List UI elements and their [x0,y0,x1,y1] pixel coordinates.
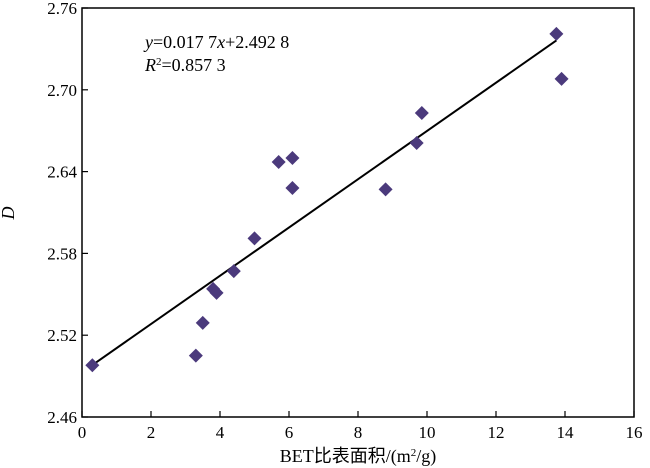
y-axis-title: D [0,207,18,221]
regression-line [91,39,557,366]
data-point [85,358,100,373]
data-point [414,105,429,120]
equation-label: y=0.017 7x+2.492 8 [143,32,289,52]
y-tick-label: 2.76 [47,0,77,18]
data-point [247,231,262,246]
x-axis-title: BET比表面积/(m2/g) [280,446,437,467]
data-point [378,182,393,197]
y-tick-labels: 2.46 2.52 2.58 2.64 2.70 2.76 [47,0,77,427]
x-tick-label: 14 [557,423,575,442]
x-tick-label: 12 [488,423,505,442]
y-tick-label: 2.58 [47,244,77,263]
data-point [271,155,286,170]
x-tick-label: 16 [626,423,643,442]
x-tick-label: 2 [147,423,156,442]
y-tick-label: 2.64 [47,163,77,182]
x-tick-label: 6 [285,423,294,442]
x-tick-label: 10 [419,423,436,442]
y-tick-label: 2.70 [47,81,77,100]
x-tick-labels: 0 2 4 6 8 10 12 14 16 [78,423,643,442]
data-point [188,348,203,363]
data-point [209,285,224,300]
data-point [554,71,569,86]
x-tick-label: 8 [354,423,363,442]
data-point [409,135,424,150]
data-points [85,26,569,373]
data-point [285,150,300,165]
data-point [285,180,300,195]
x-tick-label: 4 [216,423,225,442]
y-tick-label: 2.46 [47,408,77,427]
x-tick-label: 0 [78,423,87,442]
y-tick-label: 2.52 [47,326,77,345]
data-point [226,264,241,279]
axis-ticks [81,7,635,418]
data-point [549,26,564,41]
data-point [195,315,210,330]
r-squared-label: R2=0.857 3 [144,55,226,75]
